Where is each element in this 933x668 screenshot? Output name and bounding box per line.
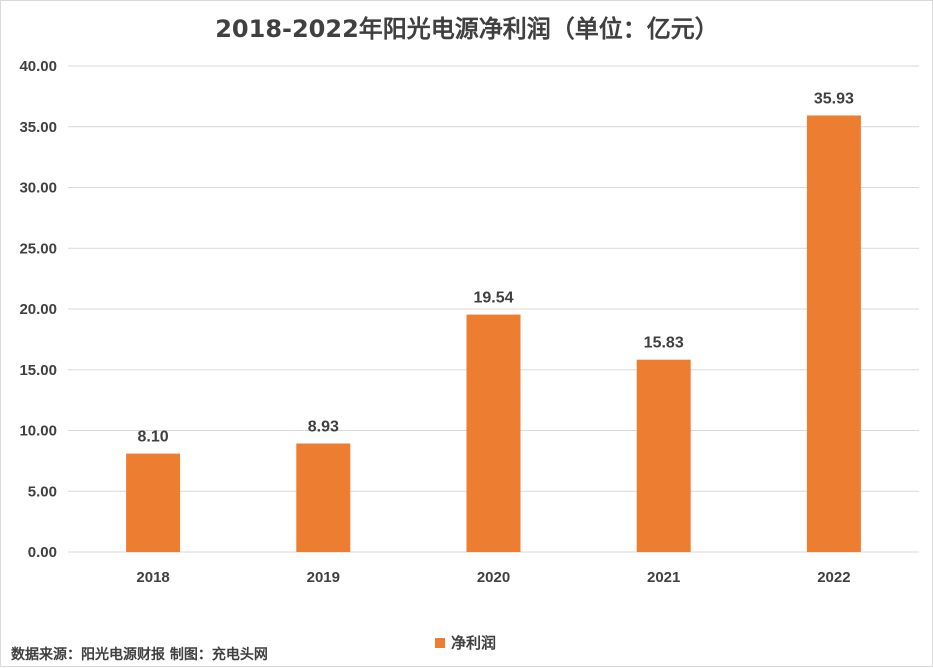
x-tick-label-2022: 2022	[817, 569, 850, 586]
x-tick-label-2021: 2021	[647, 569, 680, 586]
gridlines	[68, 65, 919, 553]
bar-2021[interactable]	[636, 359, 691, 552]
data-labels: 8.10 8.93 19.54 15.83 35.93	[138, 90, 854, 445]
data-label-2019: 8.93	[308, 419, 339, 436]
legend-label: 净利润	[451, 634, 496, 652]
legend[interactable]: 净利润	[435, 634, 496, 652]
data-label-2021: 15.83	[644, 335, 684, 352]
data-label-2018: 8.10	[138, 429, 169, 446]
y-tick-label: 5.00	[28, 483, 57, 500]
x-tick-label-2020: 2020	[477, 569, 510, 586]
y-tick-label: 0.00	[28, 544, 57, 561]
source-note: 数据来源：阳光电源财报 制图：充电头网	[11, 646, 268, 663]
y-tick-label: 15.00	[19, 362, 57, 379]
x-axis-ticks: 2018 2019 2020 2021 2022	[136, 569, 850, 586]
y-tick-label: 25.00	[19, 240, 57, 257]
y-tick-label: 35.00	[19, 119, 57, 136]
data-label-2022: 35.93	[814, 90, 854, 107]
y-tick-label: 30.00	[19, 180, 57, 197]
y-tick-label: 40.00	[19, 58, 57, 75]
legend-swatch	[435, 638, 445, 648]
bar-2020[interactable]	[466, 314, 521, 552]
x-tick-label-2019: 2019	[307, 569, 340, 586]
chart-title: 2018-2022年阳光电源净利润（单位：亿元）	[215, 15, 719, 43]
y-axis-ticks: 0.00 5.00 10.00 15.00 20.00 25.00 30.00 35.00 40…	[19, 58, 57, 561]
bar-2019[interactable]	[296, 443, 351, 552]
x-tick-label-2018: 2018	[136, 569, 169, 586]
data-label-2020: 19.54	[473, 290, 513, 307]
bars	[126, 115, 861, 552]
bar-2022[interactable]	[806, 115, 861, 552]
bar-2018[interactable]	[126, 453, 181, 552]
y-tick-label: 10.00	[19, 423, 57, 440]
y-tick-label: 20.00	[19, 301, 57, 318]
